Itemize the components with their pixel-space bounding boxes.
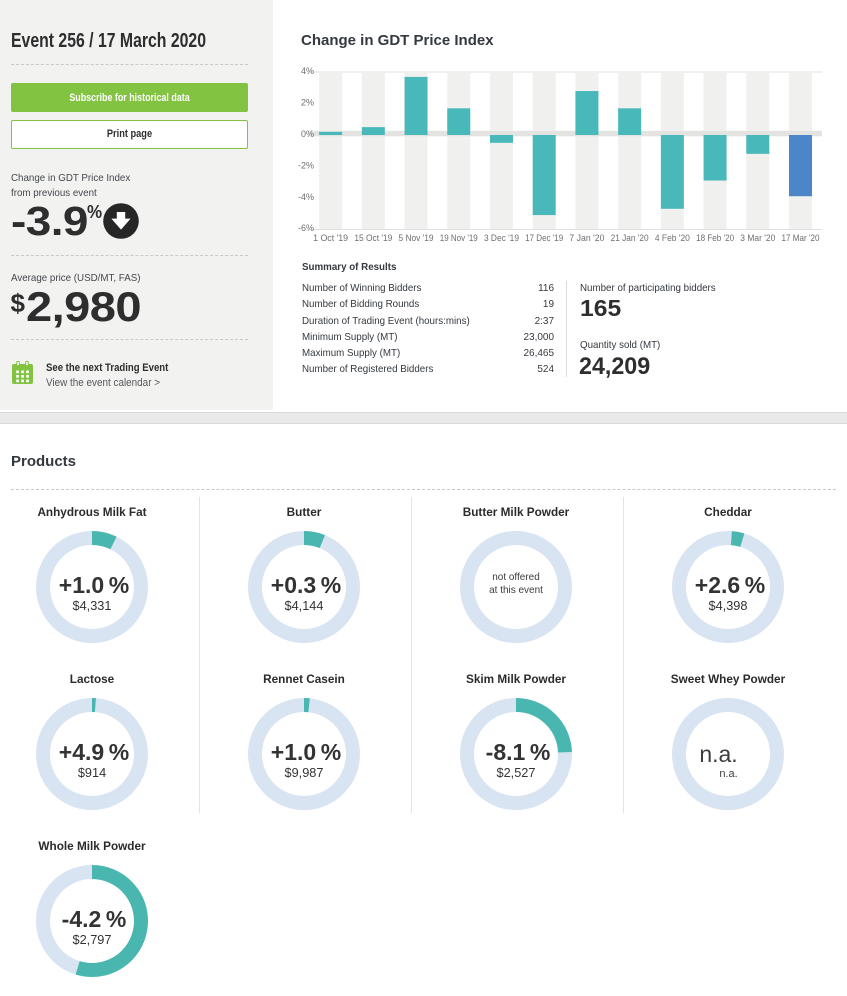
- svg-text:3 Mar '20: 3 Mar '20: [740, 233, 775, 244]
- svg-text:-2%: -2%: [298, 160, 314, 170]
- svg-text:7 Jan '20: 7 Jan '20: [569, 233, 604, 244]
- svg-text:17 Dec '19: 17 Dec '19: [525, 233, 563, 244]
- svg-text:3 Dec '19: 3 Dec '19: [484, 233, 519, 244]
- svg-text:-4%: -4%: [298, 192, 314, 202]
- svg-text:5 Nov '19: 5 Nov '19: [399, 233, 434, 244]
- svg-text:17 Mar '20: 17 Mar '20: [782, 233, 820, 244]
- svg-text:1 Oct '19: 1 Oct '19: [313, 233, 348, 244]
- svg-text:21 Jan '20: 21 Jan '20: [611, 233, 649, 244]
- svg-text:4%: 4%: [301, 66, 314, 76]
- svg-text:-6%: -6%: [298, 223, 314, 233]
- svg-text:0%: 0%: [301, 129, 314, 139]
- svg-text:19 Nov '19: 19 Nov '19: [440, 233, 478, 244]
- svg-text:15 Oct '19: 15 Oct '19: [354, 233, 392, 244]
- svg-text:18 Feb '20: 18 Feb '20: [696, 233, 734, 244]
- svg-text:4 Feb '20: 4 Feb '20: [655, 233, 690, 244]
- svg-text:2%: 2%: [301, 98, 314, 108]
